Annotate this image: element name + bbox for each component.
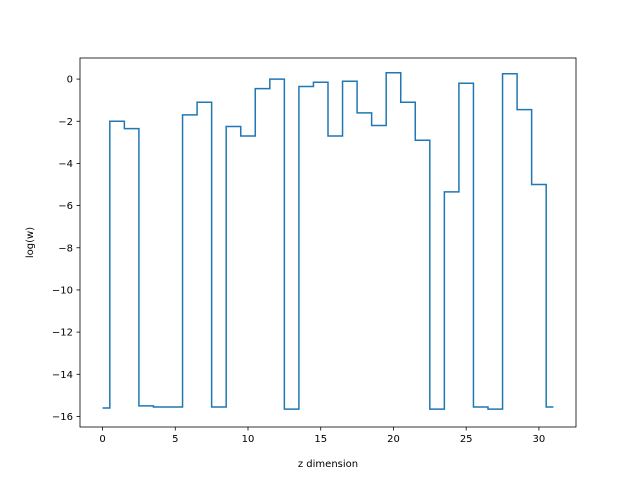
x-tick-label: 30 — [533, 434, 546, 445]
x-tick-label: 20 — [387, 434, 400, 445]
series-line-0 — [102, 72, 554, 410]
x-tick-label: 25 — [460, 434, 473, 445]
plot-frame — [79, 57, 577, 428]
x-tick-label: 10 — [242, 434, 255, 445]
y-axis-ticks: −16 −14 −12 −10 −8 −6 −4 −2 0 — [52, 75, 80, 423]
y-axis-label: log(w) — [25, 227, 36, 258]
x-tick-label: 0 — [99, 434, 105, 445]
x-tick-label: 15 — [314, 434, 327, 445]
y-tick-label: −6 — [58, 201, 73, 212]
plot-layer — [102, 72, 554, 410]
y-tick-label: −10 — [52, 285, 73, 296]
x-axis-ticks: 0 5 10 15 20 25 30 — [99, 427, 545, 445]
y-tick-label: −8 — [58, 243, 73, 254]
y-tick-label: −16 — [52, 412, 73, 423]
x-tick-label: 5 — [172, 434, 178, 445]
y-tick-label: −4 — [58, 159, 73, 170]
y-tick-label: −12 — [52, 328, 73, 339]
y-tick-label: −14 — [52, 370, 73, 381]
x-axis-label: z dimension — [298, 459, 358, 470]
y-tick-label: −2 — [58, 117, 73, 128]
y-tick-label: 0 — [67, 75, 73, 86]
